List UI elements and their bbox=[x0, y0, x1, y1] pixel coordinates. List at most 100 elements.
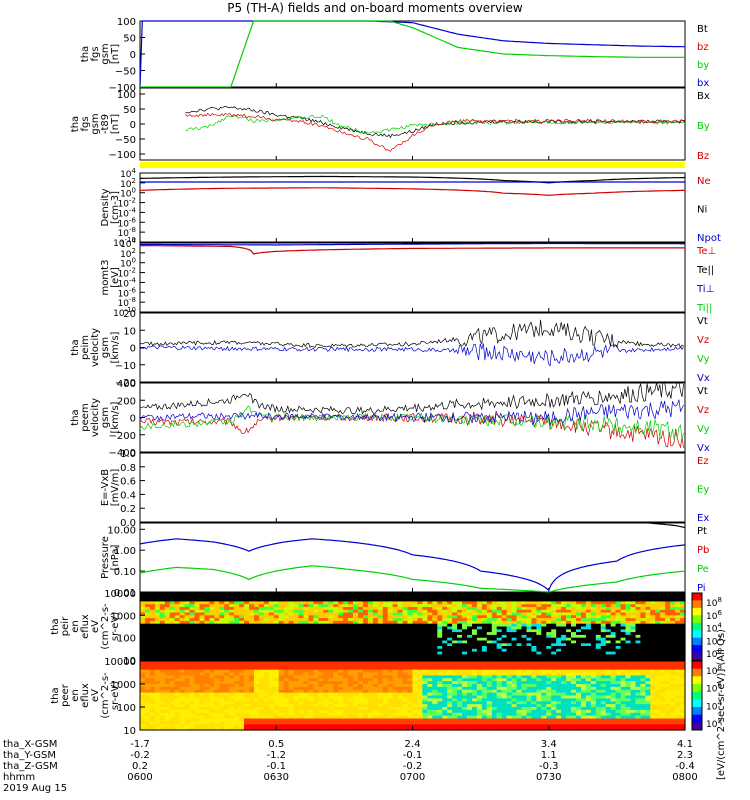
heatmap-cell bbox=[506, 615, 513, 619]
heatmap-cell bbox=[610, 623, 617, 628]
heatmap-cell bbox=[328, 626, 334, 630]
heatmap-cell bbox=[521, 686, 528, 691]
heatmap-cell bbox=[159, 618, 166, 622]
heatmap-cell bbox=[412, 669, 419, 674]
y-tick-label: −200 bbox=[109, 431, 136, 442]
heatmap-cell bbox=[481, 598, 488, 602]
heatmap-cell bbox=[209, 661, 215, 665]
heatmap-cell bbox=[318, 604, 324, 608]
heatmap-cell bbox=[239, 651, 245, 655]
heatmap-cell bbox=[447, 634, 453, 639]
heatmap-cell bbox=[501, 709, 508, 714]
heatmap-cell bbox=[254, 684, 260, 688]
heatmap-cell bbox=[308, 724, 315, 728]
heatmap-cell bbox=[268, 684, 275, 688]
heatmap-cell bbox=[576, 626, 582, 630]
heatmap-cell bbox=[348, 712, 354, 717]
y-axis-label: [cm-3] bbox=[110, 191, 121, 224]
heatmap-cell bbox=[422, 620, 428, 625]
heatmap-cell bbox=[387, 724, 394, 728]
y-tick-label: 50 bbox=[123, 105, 136, 116]
heatmap-cell bbox=[293, 654, 300, 658]
heatmap-cell bbox=[194, 654, 201, 658]
heatmap-cell bbox=[447, 692, 453, 697]
heatmap-cell bbox=[333, 695, 339, 699]
heatmap-cell bbox=[367, 648, 374, 653]
heatmap-cell bbox=[600, 593, 607, 597]
heatmap-cell bbox=[154, 612, 161, 616]
heatmap-cell bbox=[159, 684, 166, 688]
heatmap-cell bbox=[526, 648, 533, 653]
heatmap-cell bbox=[541, 675, 547, 679]
heatmap-cell bbox=[283, 646, 290, 650]
heatmap-cell bbox=[367, 704, 374, 708]
heatmap-cell bbox=[541, 701, 547, 705]
heatmap-cell bbox=[605, 601, 612, 605]
heatmap-cell bbox=[516, 695, 523, 699]
heatmap-cell bbox=[630, 601, 637, 605]
heatmap-cell bbox=[318, 643, 324, 647]
heatmap-cell bbox=[358, 648, 364, 653]
heatmap-cell bbox=[348, 669, 354, 674]
heatmap-cell bbox=[516, 698, 523, 702]
heatmap-cell bbox=[189, 623, 196, 628]
heatmap-cell bbox=[234, 643, 240, 647]
heatmap-cell bbox=[333, 718, 339, 722]
heatmap-cell bbox=[258, 654, 265, 658]
heatmap-cell bbox=[184, 672, 191, 676]
heatmap-cell bbox=[278, 643, 285, 647]
heatmap-cell bbox=[308, 654, 315, 658]
heatmap-cell bbox=[531, 712, 537, 717]
heatmap-cell bbox=[501, 615, 508, 619]
heatmap-cell bbox=[234, 634, 240, 639]
heatmap-cell bbox=[526, 629, 533, 633]
heatmap-cell bbox=[164, 632, 171, 636]
heatmap-cell bbox=[472, 643, 478, 647]
heatmap-cell bbox=[308, 686, 315, 691]
heatmap-cell bbox=[372, 629, 379, 633]
heatmap-cell bbox=[427, 593, 433, 597]
y-tick-label: 10-2 bbox=[118, 267, 136, 280]
heatmap-cell bbox=[224, 620, 230, 625]
heatmap-cell bbox=[585, 654, 592, 658]
heatmap-cell bbox=[496, 634, 503, 639]
heatmap-cell bbox=[516, 657, 523, 661]
heatmap-cell bbox=[293, 648, 300, 653]
heatmap-cell bbox=[293, 695, 300, 699]
heatmap-cell bbox=[194, 632, 201, 636]
heatmap-cell bbox=[481, 684, 488, 688]
heatmap-cell bbox=[511, 724, 518, 728]
heatmap-cell bbox=[407, 598, 414, 602]
heatmap-cell bbox=[397, 657, 404, 661]
heatmap-cell bbox=[546, 620, 552, 625]
heatmap-cell bbox=[670, 651, 676, 655]
heatmap-cell bbox=[476, 712, 483, 717]
heatmap-cell bbox=[333, 727, 339, 731]
heatmap-cell bbox=[437, 698, 443, 702]
heatmap-cell bbox=[367, 686, 374, 691]
heatmap-cell bbox=[239, 629, 245, 633]
heatmap-cell bbox=[244, 598, 250, 602]
heatmap-cell bbox=[412, 643, 419, 647]
heatmap-cell bbox=[581, 646, 587, 650]
heatmap-cell bbox=[427, 689, 433, 694]
heatmap-cell bbox=[313, 593, 319, 597]
heatmap-cell bbox=[348, 626, 354, 630]
heatmap-cell bbox=[234, 640, 240, 644]
legend-Pi: Pi bbox=[697, 583, 706, 594]
heatmap-cell bbox=[457, 657, 463, 661]
heatmap-cell bbox=[531, 692, 537, 697]
heatmap-cell bbox=[303, 695, 310, 699]
heatmap-cell bbox=[437, 651, 443, 655]
heatmap-cell bbox=[333, 626, 339, 630]
heatmap-cell bbox=[472, 712, 478, 717]
heatmap-cell bbox=[149, 678, 156, 682]
heatmap-cell bbox=[516, 661, 523, 665]
heatmap-cell bbox=[536, 727, 542, 731]
heatmap-cell bbox=[377, 595, 384, 600]
heatmap-cell bbox=[496, 704, 503, 708]
heatmap-cell bbox=[283, 640, 290, 644]
heatmap-cell bbox=[283, 661, 290, 665]
heatmap-cell bbox=[273, 623, 280, 628]
heatmap-cell bbox=[481, 637, 488, 642]
